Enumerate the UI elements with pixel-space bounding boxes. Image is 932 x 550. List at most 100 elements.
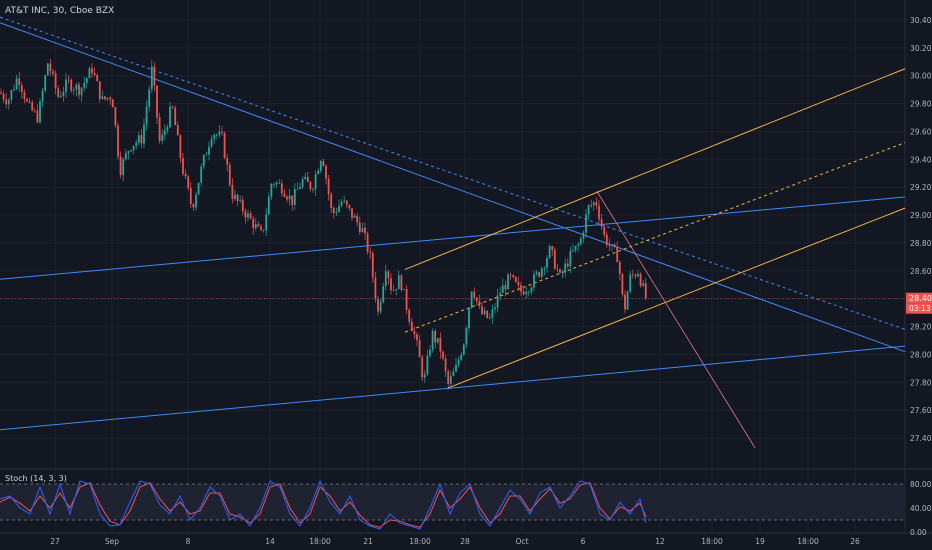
channel-line-upper[interactable] — [404, 68, 906, 270]
candle-body — [486, 310, 489, 318]
candle-body — [629, 274, 632, 292]
trend-line[interactable] — [596, 191, 756, 449]
candle-body — [33, 110, 36, 112]
candle-body — [491, 309, 494, 318]
candle-body — [496, 295, 499, 308]
candle-body — [78, 84, 80, 96]
x-tick-label: 18:00 — [309, 537, 331, 546]
candle-body — [46, 63, 49, 76]
x-tick-label: 6 — [581, 537, 586, 546]
candle-body — [395, 289, 398, 291]
candle-body — [202, 155, 205, 167]
candle-body — [169, 106, 171, 127]
stoch-tick-label: 40.00 — [910, 504, 932, 513]
candle-body — [257, 224, 260, 227]
candle-body — [122, 159, 125, 176]
y-tick-label: 27.60 — [910, 406, 932, 415]
candle-body — [179, 135, 182, 159]
candle-body — [223, 132, 226, 159]
candle-body — [561, 272, 564, 274]
candle-body — [192, 204, 195, 208]
candle-body — [319, 161, 322, 171]
candle-body — [338, 205, 340, 213]
candle-body — [397, 275, 400, 290]
trend-line[interactable] — [0, 196, 906, 280]
candle-body — [260, 226, 262, 230]
candle-body — [478, 301, 481, 307]
candle-body — [631, 274, 634, 276]
candle-body — [468, 307, 470, 328]
candle-body — [65, 79, 67, 92]
candle-body — [83, 82, 86, 88]
candle-body — [431, 330, 434, 350]
candle-body — [283, 193, 286, 197]
candle-body — [356, 215, 359, 223]
candle-body — [140, 135, 143, 144]
candle-body — [556, 268, 559, 270]
candle-body — [31, 102, 34, 111]
candle-body — [364, 227, 366, 234]
candle-body — [145, 106, 148, 125]
stoch-tick-label: 0.00 — [910, 528, 927, 537]
candle-body — [577, 244, 580, 246]
trend-lines[interactable] — [0, 16, 906, 449]
candle-body — [39, 101, 41, 123]
candle-body — [639, 273, 642, 286]
candle-body — [637, 273, 639, 277]
candle-body — [442, 351, 444, 359]
candle-body — [299, 186, 301, 189]
candle-body — [501, 285, 504, 293]
candle-body — [293, 189, 296, 205]
candle-body — [200, 166, 203, 183]
y-tick-label: 30.40 — [910, 16, 932, 25]
trend-line[interactable] — [0, 22, 906, 353]
channel-lines[interactable] — [404, 68, 906, 389]
stoch-label: Stoch (14, 3, 3) — [5, 474, 67, 483]
y-tick-label: 30.20 — [910, 44, 932, 53]
candle-body — [546, 258, 548, 268]
candle-body — [195, 194, 197, 208]
candle-body — [135, 142, 138, 146]
candle-body — [436, 338, 439, 343]
candle-body — [400, 275, 403, 290]
time-axis[interactable]: 27 Sep 8 14 18:00 21 18:00 28 Oct 6 12 18:00 19 18:00… — [50, 537, 860, 546]
price-axis[interactable]: 30.40 30.20 30.00 29.80 29.60 29.40 29.20 29.00… — [910, 16, 932, 537]
candle-body — [483, 310, 486, 315]
candle-body — [553, 250, 556, 269]
candle-body — [153, 66, 156, 86]
countdown-value: 03:13 — [909, 304, 931, 313]
candle-body — [208, 146, 210, 155]
candle-body — [447, 371, 450, 384]
candle-body — [275, 182, 278, 185]
candle-body — [611, 244, 613, 246]
channel-line-lower[interactable] — [447, 207, 906, 389]
x-tick-label: 14 — [265, 537, 275, 546]
candle-body — [148, 89, 151, 107]
candle-body — [439, 338, 442, 352]
x-tick-label: 12 — [655, 537, 665, 546]
candle-body — [429, 349, 431, 356]
candle-body — [507, 274, 509, 290]
channel-line-middle[interactable] — [404, 142, 906, 333]
candle-body — [559, 269, 561, 273]
candle-body — [598, 205, 600, 220]
candle-body — [514, 277, 517, 283]
y-tick-label: 27.80 — [910, 378, 932, 387]
x-tick-label: 28 — [460, 537, 470, 546]
candle-body — [262, 229, 265, 231]
candle-body — [382, 286, 385, 302]
candle-body — [187, 176, 190, 189]
candle-body — [322, 161, 325, 167]
candle-body — [171, 106, 174, 108]
candle-body — [239, 199, 242, 201]
candle-body — [158, 117, 161, 141]
candle-body — [335, 212, 338, 214]
candle-body — [182, 158, 184, 174]
candle-body — [80, 87, 83, 96]
y-tick-label: 28.80 — [910, 239, 932, 248]
candle-body — [371, 253, 374, 278]
candle-body — [582, 232, 585, 239]
trend-line[interactable] — [0, 345, 906, 431]
y-tick-label: 29.60 — [910, 127, 932, 136]
